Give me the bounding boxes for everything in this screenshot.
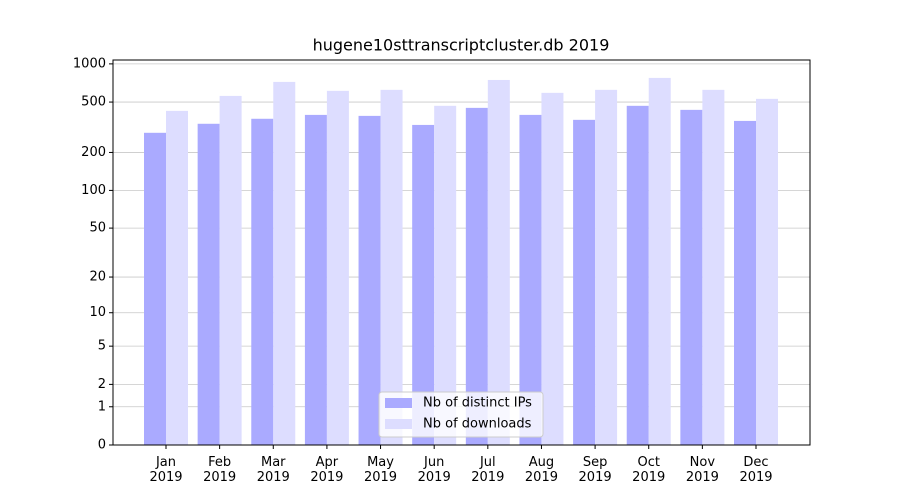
bar [251, 118, 274, 445]
axes-frame [112, 59, 811, 446]
bar [756, 98, 778, 445]
x-tick-label: Apr 2019 [310, 455, 343, 485]
x-tick-label: Dec 2019 [739, 455, 772, 485]
x-tick-label: Jan 2019 [149, 455, 182, 485]
x-tick-label: May 2019 [364, 455, 397, 485]
bar [595, 89, 618, 445]
chart-title: hugene10sttranscriptcluster.db 2019 [313, 36, 610, 55]
x-tick-label: Nov 2019 [686, 455, 719, 485]
bar [166, 110, 188, 445]
bar [219, 95, 242, 445]
legend-label: Nb of distinct IPs [423, 396, 532, 411]
bar [680, 109, 703, 446]
bar [626, 105, 649, 445]
x-tick-label: Feb 2019 [203, 455, 236, 485]
y-tick-label: 2 [98, 377, 106, 392]
bar [380, 89, 403, 445]
y-tick-label: 5 [98, 339, 106, 354]
bar [197, 123, 220, 446]
x-tick-label: Mar 2019 [257, 455, 290, 485]
y-tick-label: 0 [98, 438, 106, 453]
bar [273, 81, 296, 446]
bar [412, 124, 435, 445]
bar [465, 107, 488, 445]
x-tick-label: Sep 2019 [579, 455, 612, 485]
x-tick-label: Jul 2019 [471, 455, 504, 485]
bar [434, 105, 457, 445]
y-tick-label: 50 [89, 221, 106, 236]
y-tick-label: 100 [81, 183, 106, 198]
bar [358, 115, 381, 445]
bar [702, 89, 725, 445]
legend-label: Nb of downloads [423, 417, 532, 432]
bar [648, 77, 671, 446]
x-tick-label: Oct 2019 [632, 455, 665, 485]
legend-box [378, 391, 544, 438]
y-tick-label: 10 [89, 305, 106, 320]
bar [487, 79, 510, 446]
y-tick-label: 1 [98, 399, 106, 414]
y-tick-label: 1000 [73, 56, 106, 71]
y-tick-label: 20 [89, 270, 106, 285]
bar [326, 90, 349, 446]
x-tick-label: Jun 2019 [418, 455, 451, 485]
legend-swatch [385, 419, 412, 429]
bar [573, 119, 596, 445]
legend-swatch [385, 398, 412, 408]
bar [734, 120, 756, 446]
bar [304, 114, 327, 445]
y-tick-label: 200 [81, 145, 106, 160]
bar [144, 132, 166, 446]
bar [541, 92, 564, 445]
y-tick-label: 500 [81, 95, 106, 110]
x-tick-label: Aug 2019 [525, 455, 558, 485]
bar [519, 114, 542, 445]
